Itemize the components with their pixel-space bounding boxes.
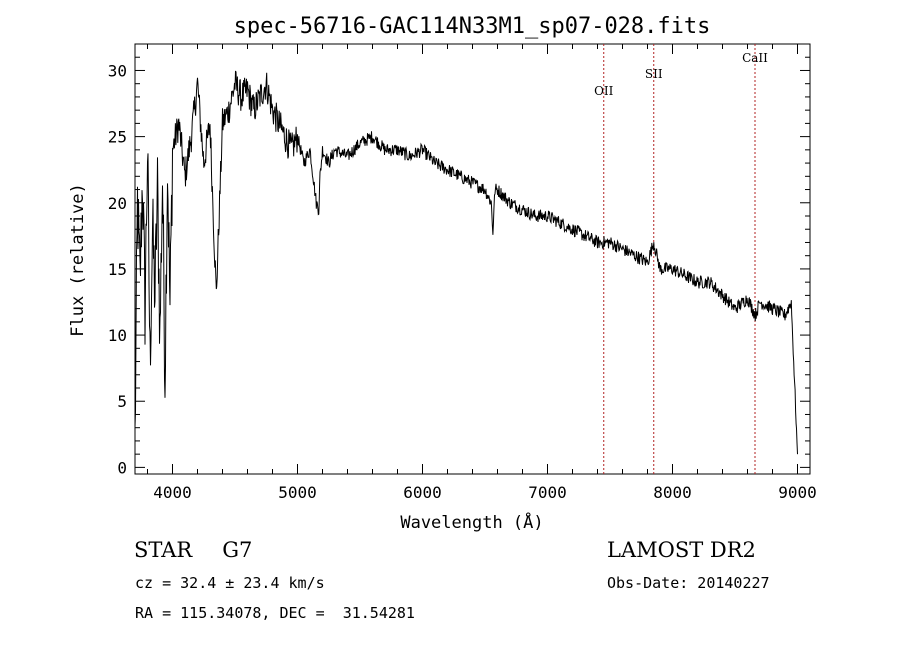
y-tick-label: 25 <box>108 128 127 147</box>
y-axis: 0 5 10 15 20 25 30 <box>108 56 810 477</box>
y-tick-label: 30 <box>108 61 127 80</box>
x-axis: 4000 5000 6000 7000 8000 9000 <box>147 44 817 502</box>
chart-title: spec-56716-GAC114N33M1_sp07-028.fits <box>234 14 711 39</box>
spectrum-line <box>134 70 798 455</box>
redshift-text: cz = 32.4 ± 23.4 km/s <box>135 574 325 592</box>
marker-label: SII <box>645 67 663 81</box>
x-tick-label: 7000 <box>528 483 567 502</box>
class-label: STAR G7 <box>134 538 252 562</box>
coordinates-text: RA = 115.34078, DEC = 31.54281 <box>135 604 415 622</box>
y-axis-label: Flux (relative) <box>68 183 88 337</box>
marker-label: CaII <box>742 51 768 65</box>
object-subclass: G7 <box>222 538 253 562</box>
y-tick-label: 10 <box>108 326 127 345</box>
obs-date-text: Obs-Date: 20140227 <box>607 574 770 592</box>
marker-label: OII <box>594 84 614 98</box>
object-class: STAR <box>134 538 193 562</box>
x-tick-label: 8000 <box>653 483 692 502</box>
line-markers: OII SII CaII <box>594 44 768 474</box>
plot-frame <box>134 43 811 475</box>
y-tick-label: 20 <box>108 194 127 213</box>
x-tick-label: 6000 <box>403 483 442 502</box>
x-tick-label: 4000 <box>153 483 192 502</box>
x-tick-label: 9000 <box>778 483 817 502</box>
y-tick-label: 0 <box>117 458 127 477</box>
x-axis-label: Wavelength (Å) <box>400 511 543 533</box>
survey-label: LAMOST DR2 <box>607 538 756 562</box>
x-tick-label: 5000 <box>278 483 317 502</box>
y-tick-label: 15 <box>108 260 127 279</box>
spectrum-chart: spec-56716-GAC114N33M1_sp07-028.fits 0 5 1… <box>68 14 817 533</box>
y-tick-label: 5 <box>117 392 127 411</box>
